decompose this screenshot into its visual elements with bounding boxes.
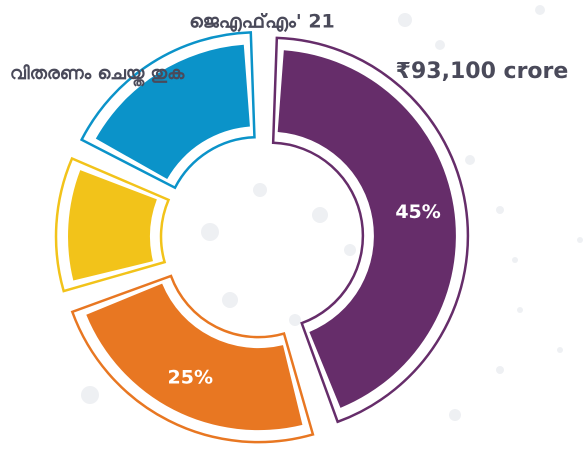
data-label: 25%: [168, 366, 213, 388]
segment: [277, 50, 456, 408]
chart-title: ജെഎഫ്എം' 21: [189, 11, 335, 33]
total-label: ₹93,100 crore: [396, 59, 569, 84]
segment: [95, 44, 250, 180]
subtitle: വിതരണം ചെയ്ത തുക: [10, 63, 185, 87]
data-label: 45%: [395, 201, 440, 223]
donut: 45% 25%: [54, 31, 470, 444]
segment: [86, 283, 303, 431]
segment: [68, 170, 157, 281]
